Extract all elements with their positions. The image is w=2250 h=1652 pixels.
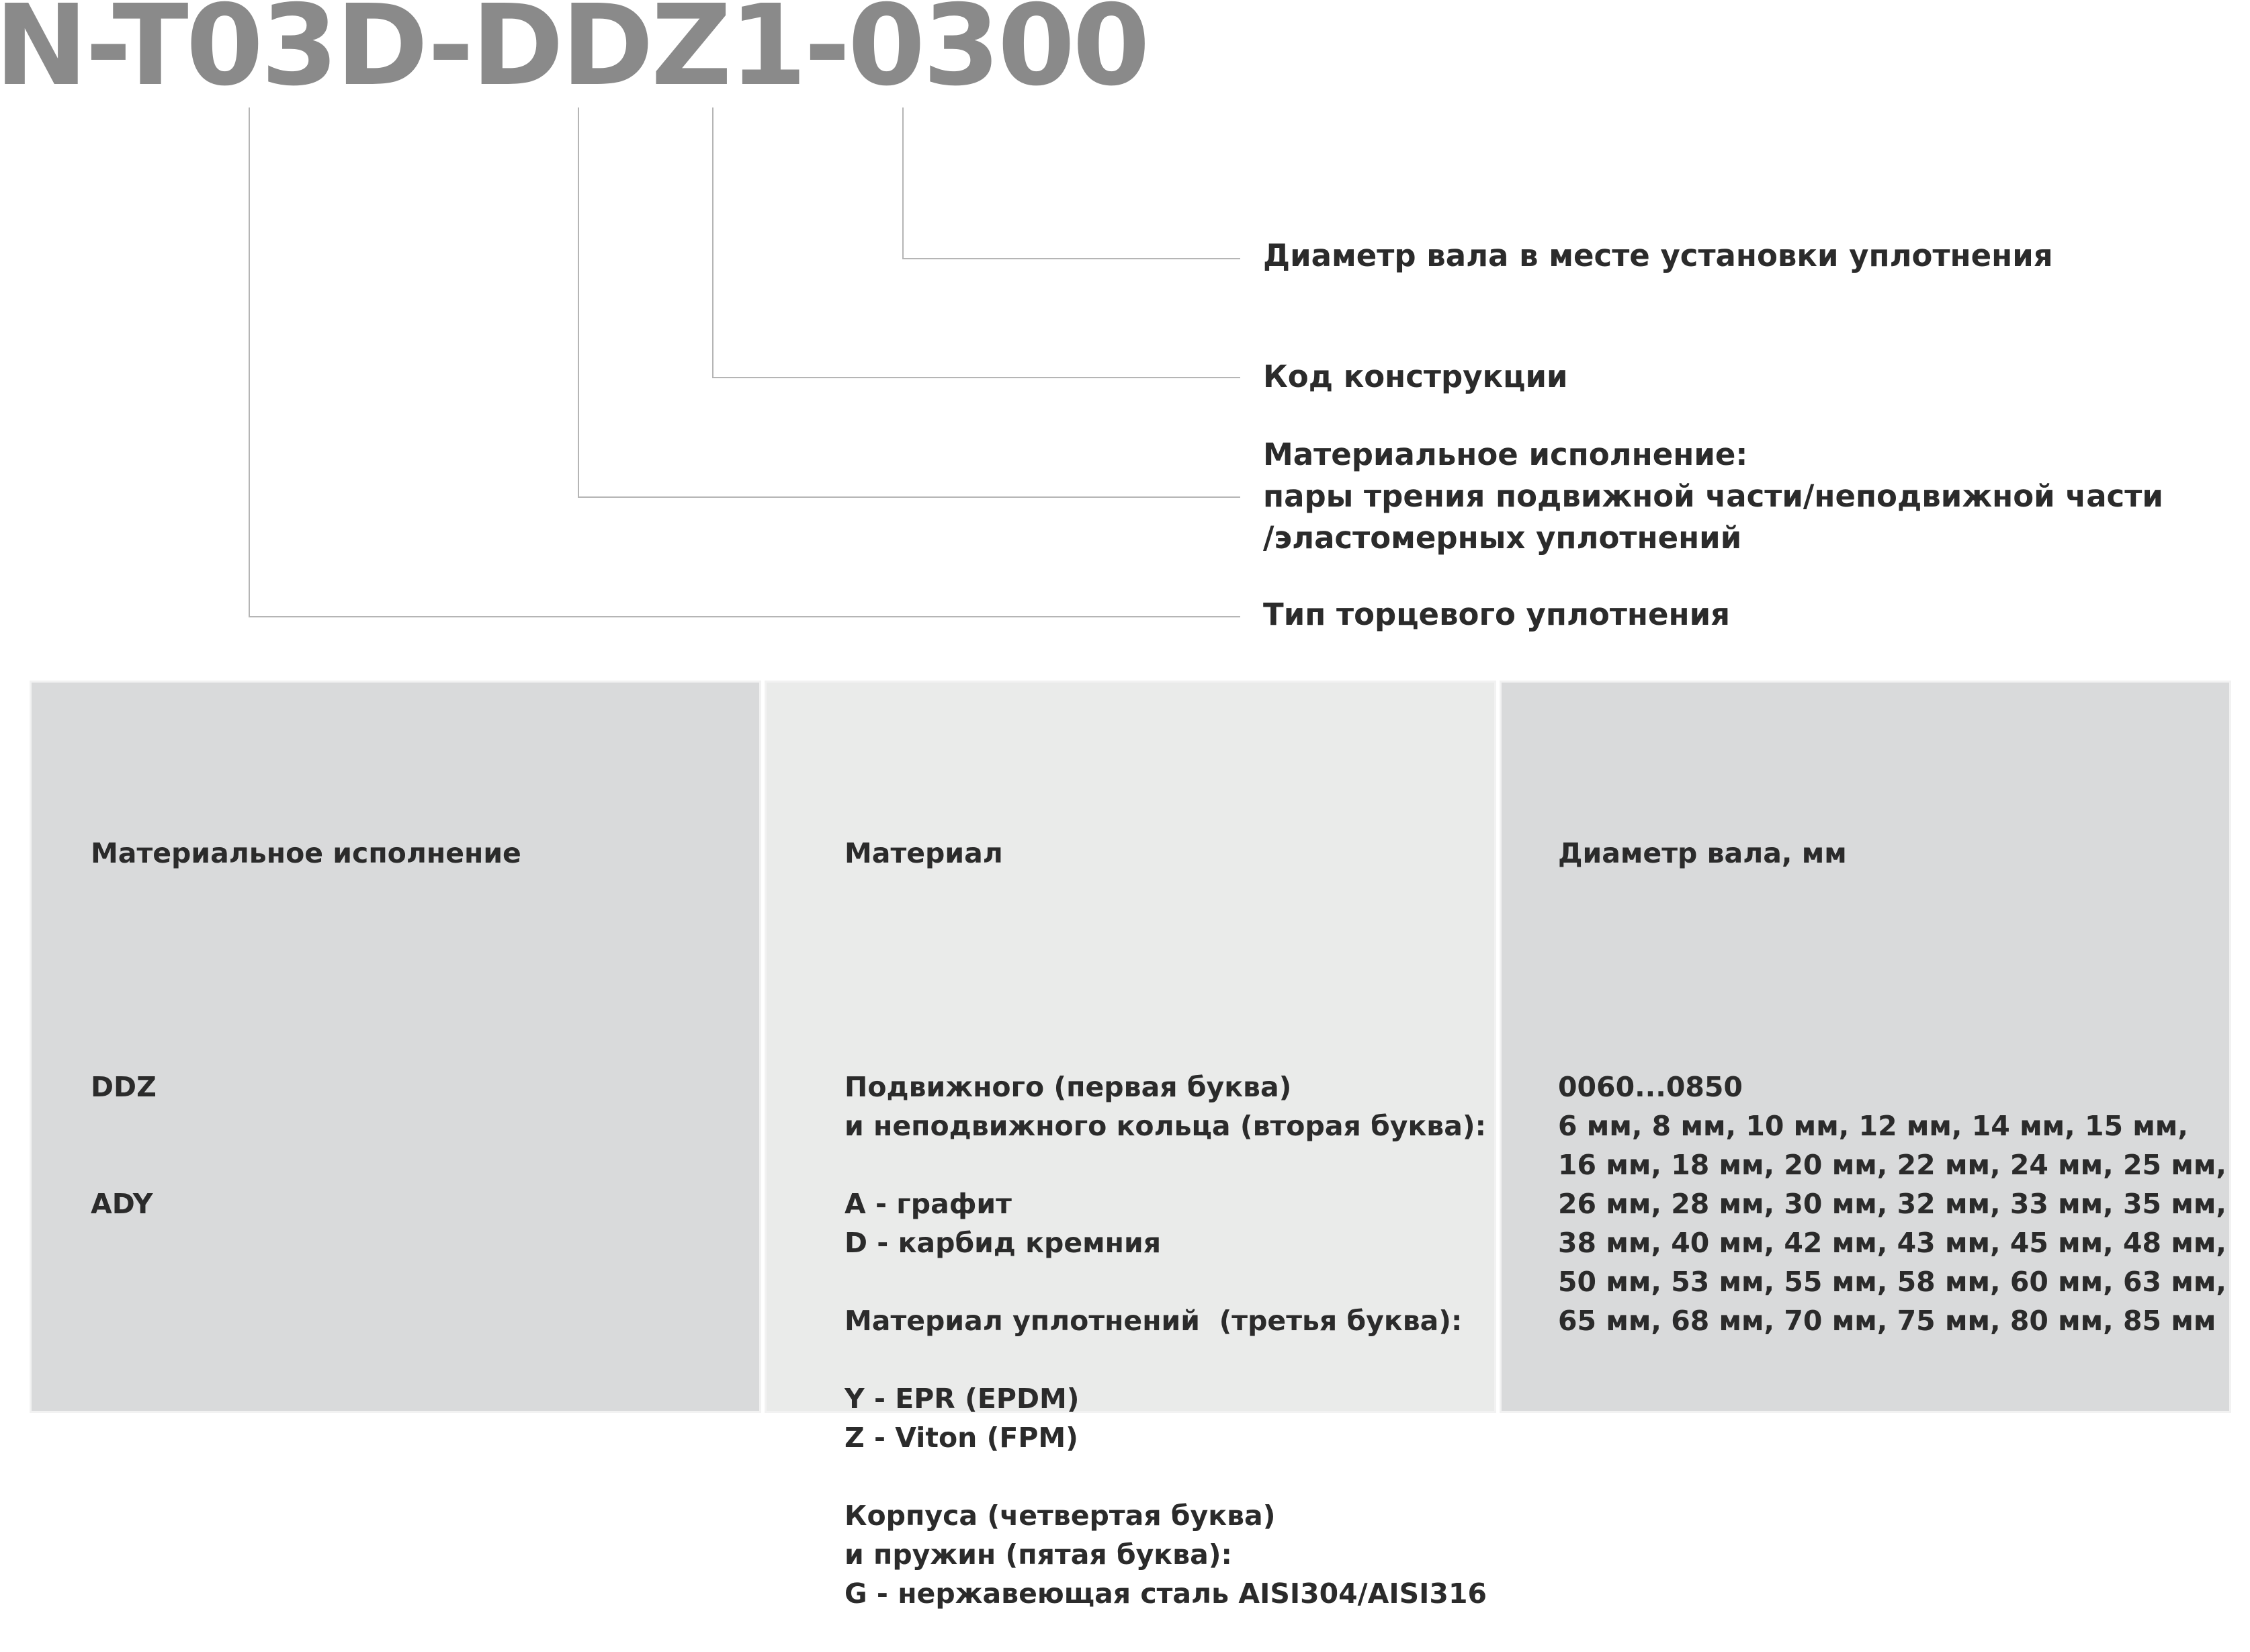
text-line: 6 мм, 8 мм, 10 мм, 12 мм, 14 мм, 15 мм, (1558, 1110, 2188, 1142)
text-line: Y - EPR (EPDM) (845, 1383, 1080, 1415)
connector-shaft-diameter (902, 107, 904, 259)
label-material-line: Материальное исполнение: (1263, 437, 1748, 472)
text-line: 50 мм, 53 мм, 55 мм, 58 мм, 60 мм, 63 мм… (1558, 1266, 2226, 1298)
panel-header: Диаметр вала, мм (1558, 837, 1847, 869)
list-item: ADY (91, 1188, 153, 1220)
text-line (845, 1340, 1487, 1379)
label-shaft-diameter: Диаметр вала в месте установки уплотнени… (1263, 238, 2053, 273)
text-line: 65 мм, 68 мм, 70 мм, 75 мм, 80 мм, 85 мм (1558, 1305, 2216, 1337)
connector-seal-type (249, 107, 250, 617)
text-line: Материал уплотнений (третья буква): (845, 1305, 1463, 1337)
connector-design-code (712, 107, 713, 378)
text-line: и неподвижного кольца (вторая буква): (845, 1110, 1487, 1142)
product-code: N-T03D-DDZ1-0300 (0, 0, 1150, 111)
list-item: DDZ (91, 1071, 157, 1103)
text-line (845, 1457, 1487, 1496)
connector-shaft-diameter-h (902, 258, 1240, 259)
label-design-code: Код конструкции (1263, 359, 1568, 394)
text-line: A - графит (845, 1188, 1012, 1220)
panel-header: Материальное исполнение (91, 837, 521, 869)
panel-header: Материал (845, 837, 1003, 869)
label-material: Материальное исполнение: пары трения под… (1263, 434, 2163, 559)
material-content: Материал Подвижного (первая буква) и непо… (845, 756, 1487, 1652)
text-line: и пружин (пятая буква): (845, 1538, 1232, 1571)
text-line: 38 мм, 40 мм, 42 мм, 43 мм, 45 мм, 48 мм… (1558, 1227, 2226, 1259)
shaft-diameter-content: Диаметр вала, мм 0060...0850 6 мм, 8 мм, … (1558, 756, 2226, 1379)
text-line: Корпуса (четвертая буква) (845, 1499, 1276, 1532)
panel-material (765, 681, 1496, 1413)
material-version-content: Материальное исполнение DDZ ADY (91, 756, 521, 1262)
label-material-line: /эластомерных уплотнений (1263, 520, 1742, 556)
connector-material (578, 107, 579, 498)
label-seal-type: Тип торцевого уплотнения (1263, 597, 1731, 632)
panel-material-version (30, 681, 761, 1413)
text-line: G - нержавеющая сталь AISI304/AISI316 (845, 1577, 1487, 1610)
text-line: Подвижного (первая буква) (845, 1071, 1292, 1103)
text-line: 16 мм, 18 мм, 20 мм, 22 мм, 24 мм, 25 мм… (1558, 1149, 2226, 1181)
text-line: Z - Viton (FPM) (845, 1422, 1078, 1454)
connector-material-h (578, 496, 1240, 498)
text-line (845, 1145, 1487, 1184)
text-line (845, 1262, 1487, 1301)
text-line: 26 мм, 28 мм, 30 мм, 32 мм, 33 мм, 35 мм… (1558, 1188, 2226, 1220)
connector-design-code-h (712, 377, 1240, 378)
label-material-line: пары трения подвижной части/неподвижной … (1263, 478, 2163, 514)
text-line: 0060...0850 (1558, 1071, 1743, 1103)
text-line: D - карбид кремния (845, 1227, 1162, 1259)
connector-seal-type-h (249, 616, 1240, 617)
